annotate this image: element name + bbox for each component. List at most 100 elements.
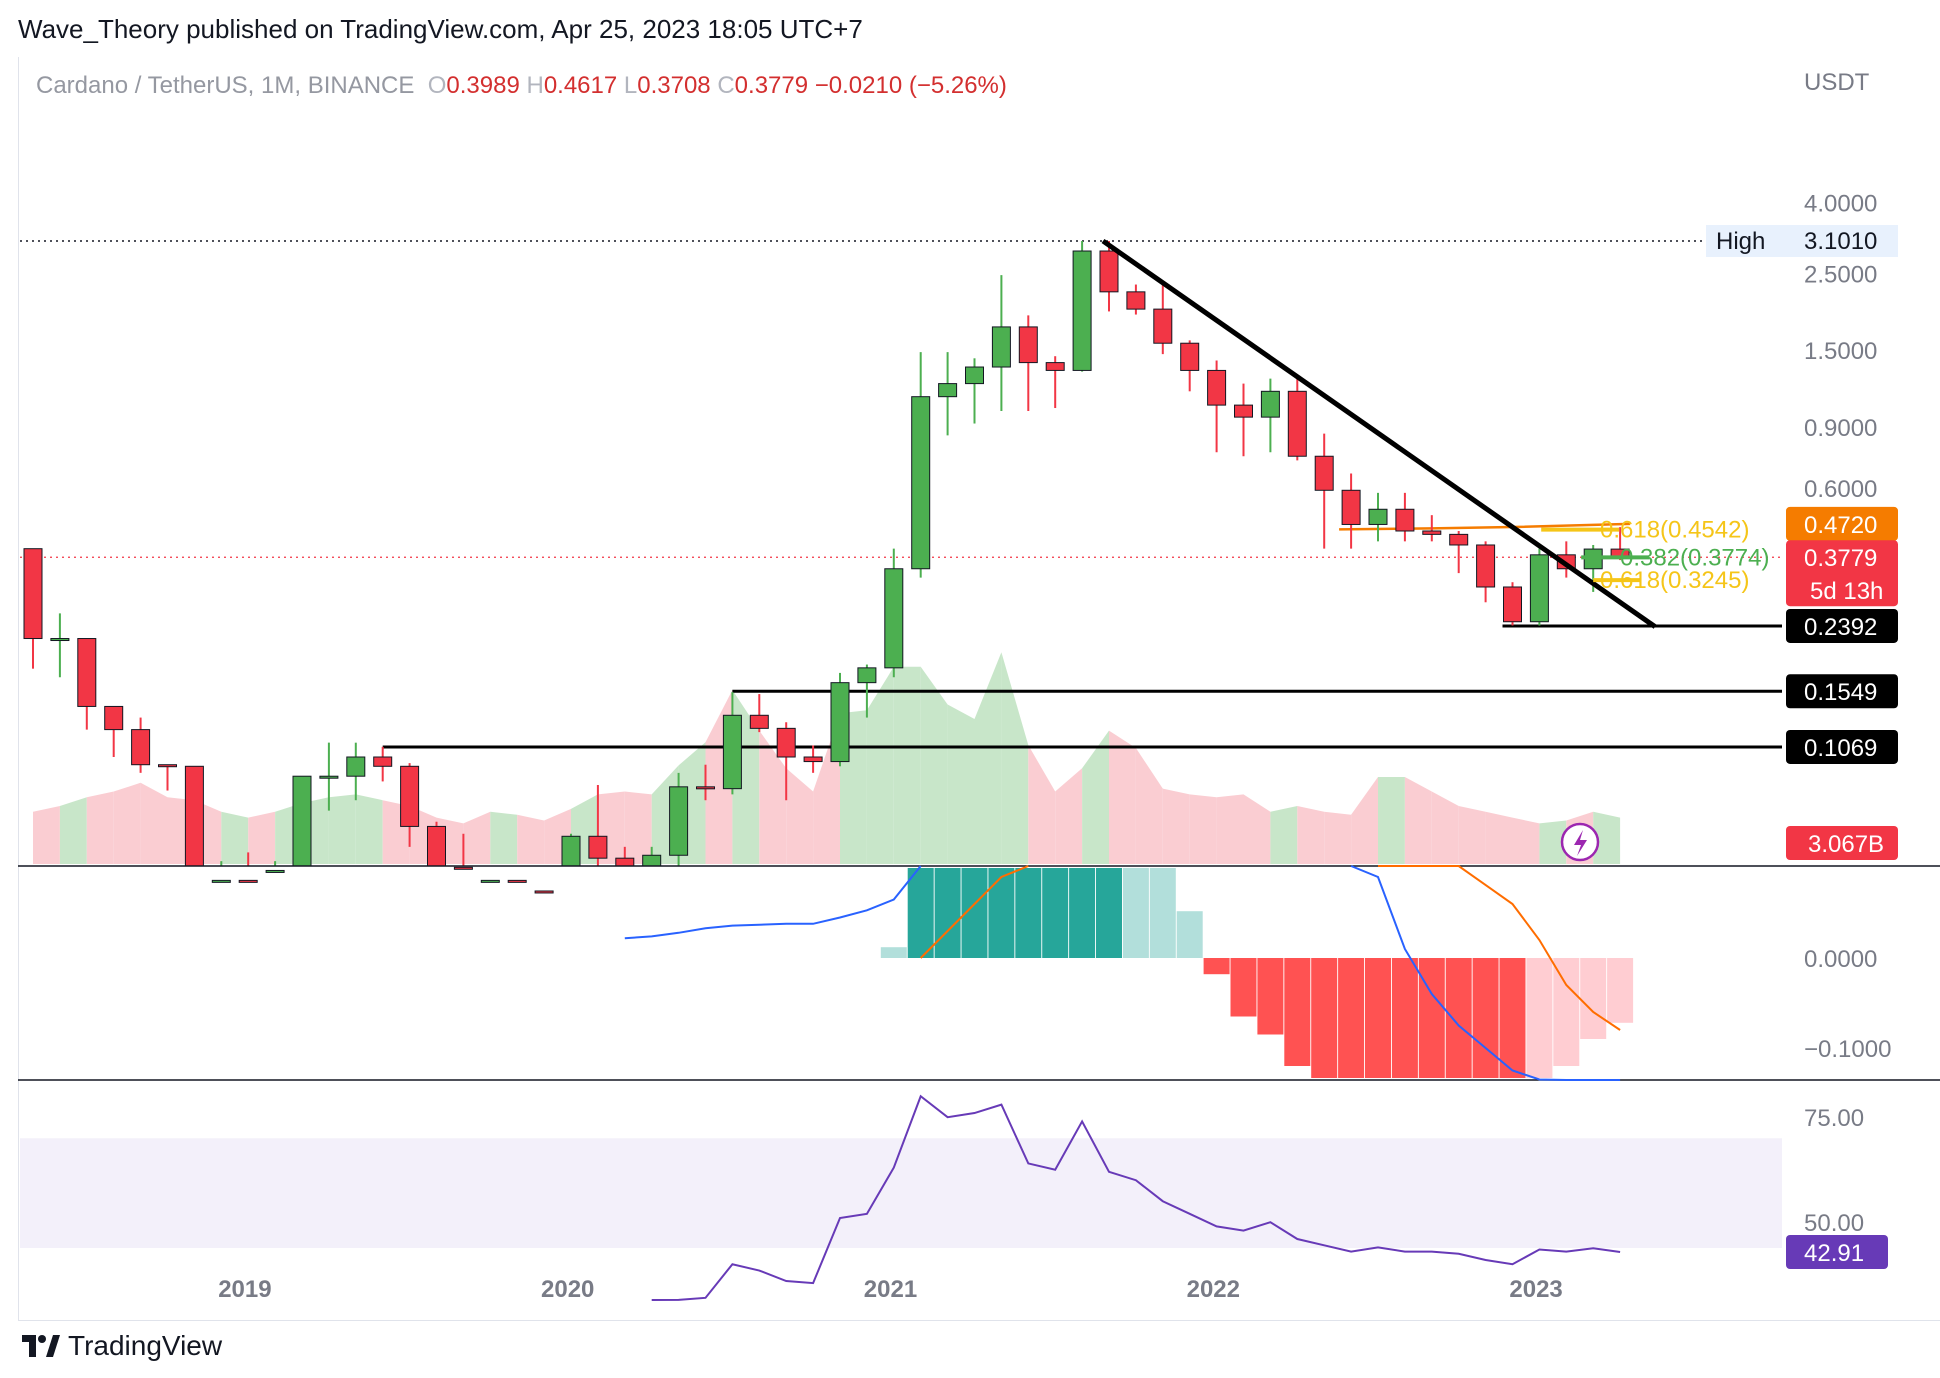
high-marker-value-bg — [1786, 224, 1898, 257]
candle-body — [238, 879, 258, 883]
footer: TradingView — [20, 1330, 222, 1362]
candle-body — [991, 326, 1011, 368]
candle-body — [938, 383, 958, 398]
candle-body — [965, 366, 984, 385]
candle-body — [911, 396, 931, 570]
macd-histogram-bar — [1391, 958, 1418, 1078]
macd-axis-tick: −0.1000 — [1804, 1036, 1891, 1063]
publish-line: Wave_Theory published on TradingView.com… — [18, 14, 863, 44]
volume-area — [1378, 777, 1405, 864]
candle-body — [104, 705, 124, 731]
time-axis-label: 2020 — [541, 1276, 594, 1303]
close-key: C — [717, 72, 735, 99]
rsi-axis-tick: 50.00 — [1804, 1210, 1864, 1237]
high-marker-label-bg — [1706, 224, 1786, 257]
candle-body — [803, 756, 823, 763]
macd-histogram-bar — [1499, 958, 1526, 1078]
symbol-label: Cardano / TetherUS, 1M, BINANCE — [36, 72, 415, 99]
price-tag — [1786, 540, 1898, 607]
volume-area — [1324, 811, 1352, 864]
rsi-line — [651, 1094, 1621, 1301]
price-tag-countdown: 5d 13h — [1810, 578, 1883, 605]
macd-histogram-bar — [880, 947, 907, 958]
time-axis-label: 2022 — [1187, 1276, 1240, 1303]
price-tag-value: 0.2392 — [1804, 614, 1877, 641]
candle-body — [184, 765, 204, 867]
macd-histogram-bar — [1149, 868, 1176, 958]
candle-body — [1180, 342, 1200, 371]
volume-area — [1001, 652, 1029, 864]
macd-histogram-bar — [1472, 958, 1499, 1078]
macd-histogram-bar — [1607, 958, 1634, 1023]
candle-body — [77, 638, 97, 707]
macd-histogram-bar — [1176, 911, 1203, 958]
candle-body — [722, 714, 742, 790]
candle-body — [373, 756, 393, 767]
candle-body — [561, 835, 581, 867]
time-axis-label: 2023 — [1509, 1276, 1562, 1303]
rsi-value-tag-text: 42.91 — [1804, 1240, 1864, 1267]
candle-body — [776, 727, 796, 758]
open-value: 0.3989 — [446, 72, 520, 99]
time-axis-label: 2021 — [864, 1276, 917, 1303]
volume-area — [624, 791, 652, 864]
volume-area — [517, 814, 545, 864]
candle-body — [1287, 390, 1307, 457]
high-marker-label: High — [1716, 228, 1765, 255]
volume-area — [113, 782, 141, 864]
candle-body — [1018, 326, 1038, 364]
volume-area — [1593, 811, 1621, 864]
macd-histogram-bar — [1015, 868, 1042, 958]
volume-area — [1189, 794, 1217, 864]
fib-label: 0.618(0.4542) — [1600, 517, 1749, 544]
macd-histogram-bar — [1526, 958, 1553, 1078]
candle-body — [507, 879, 527, 883]
volume-area — [248, 811, 276, 864]
signal-line — [1378, 865, 1621, 1031]
macd-histogram-bar — [1580, 958, 1607, 1039]
lightning-bolt-icon — [1574, 830, 1587, 856]
low-key: L — [623, 72, 638, 99]
rsi-axis-tick: 75.00 — [1804, 1105, 1864, 1132]
volume-area — [355, 794, 383, 864]
volume-area — [920, 666, 948, 864]
volume-area — [893, 666, 921, 864]
volume-area — [1431, 791, 1459, 864]
price-axis-tick: 4.0000 — [1804, 191, 1877, 218]
chart-frame — [18, 57, 1940, 1321]
candle-body — [1449, 533, 1469, 546]
candle-body — [427, 825, 446, 867]
macd-histogram-bar — [1418, 958, 1445, 1078]
candle-body — [1153, 308, 1173, 344]
candle-body — [642, 854, 662, 867]
price-tag — [1786, 506, 1898, 541]
signal-line — [919, 865, 1029, 959]
candle-body — [1207, 369, 1227, 406]
candle-body — [158, 764, 177, 768]
candle-body — [50, 638, 70, 642]
macd-histogram-bar — [1445, 958, 1472, 1078]
change-value: −0.0210 (−5.26%) — [814, 72, 1007, 99]
macd-line — [1350, 865, 1621, 1081]
candle-body — [131, 729, 151, 766]
volume-area — [1539, 820, 1567, 864]
high-value: 0.4617 — [543, 72, 618, 99]
candle-body — [319, 775, 339, 779]
price-tag-value: 0.3779 — [1804, 545, 1877, 572]
macd-histogram-bar — [1365, 958, 1391, 1078]
price-tag — [1786, 729, 1898, 764]
candle-body — [749, 714, 769, 729]
candle-body — [1395, 508, 1415, 532]
candle-body — [857, 667, 877, 684]
macd-axis-tick: 0.0000 — [1804, 946, 1877, 973]
candle-body — [884, 568, 904, 669]
volume-area — [490, 811, 518, 864]
volume-area — [1082, 730, 1109, 864]
volume-area — [1162, 788, 1190, 864]
price-axis-tick: 0.9000 — [1804, 415, 1877, 442]
low-value: 0.3708 — [637, 72, 711, 99]
rsi-band — [20, 1138, 1782, 1248]
volume-area — [1028, 745, 1056, 864]
volume-area — [974, 652, 1002, 864]
